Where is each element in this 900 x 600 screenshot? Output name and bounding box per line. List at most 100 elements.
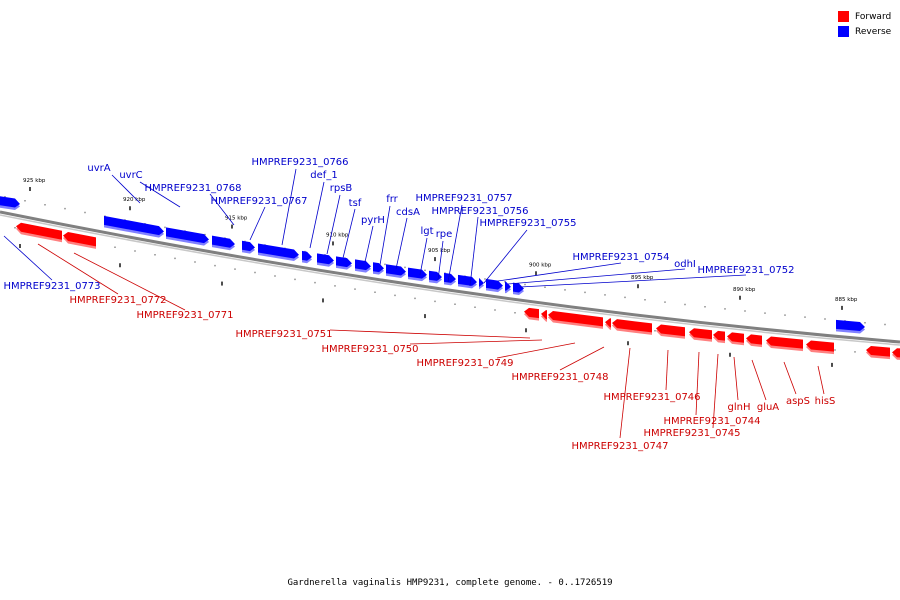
gene-feature [806, 340, 834, 355]
gene-feature [408, 267, 427, 282]
gene-feature [486, 278, 503, 293]
gene-label: HMPREF9231_0771 [136, 310, 233, 321]
ruler-tick-label: 920 kbp [123, 197, 146, 203]
gene-feature [505, 281, 511, 294]
gene-feature [892, 348, 900, 360]
label-leader [437, 240, 444, 281]
gene-arrow [866, 346, 890, 357]
label-leader [364, 225, 374, 263]
legend: Forward Reverse [838, 9, 891, 39]
gene-label: HMPREF9231_0773 [3, 281, 100, 292]
genome-backbone [0, 210, 900, 344]
gene-label: HMPREF9231_0745 [643, 428, 740, 439]
gene-feature [612, 319, 652, 335]
gene-arrow [166, 227, 209, 244]
gene-label: frr [386, 194, 398, 205]
label-leader-lines [3, 168, 825, 439]
gene-arrow [0, 196, 20, 208]
label-leader [409, 339, 543, 345]
gene-feature [386, 264, 406, 279]
gene-arrow [746, 334, 762, 345]
gene-label: HMPREF9231_0748 [511, 372, 608, 383]
gene-feature [0, 196, 20, 211]
label-leader [507, 268, 686, 285]
gene-feature [541, 310, 547, 322]
gene-feature [104, 215, 164, 238]
gene-arrow [355, 259, 371, 271]
label-leader [3, 235, 53, 281]
gene-label: HMPREF9231_0744 [663, 416, 760, 427]
label-leader [483, 229, 528, 284]
ruler-tick-label: 895 kbp [631, 275, 654, 281]
gene-label: rpsB [330, 183, 353, 194]
gene-arrow [524, 307, 539, 319]
gene-label: HMPREF9231_0746 [603, 392, 700, 403]
gene-feature [727, 332, 744, 346]
gene-feature [689, 328, 712, 342]
label-leader [817, 365, 825, 395]
label-leader [665, 349, 669, 391]
gene-feature [429, 270, 442, 284]
gene-feature [166, 227, 209, 246]
gene-label: HMPREF9231_0755 [479, 218, 576, 229]
ruler-tick-label: 910 kbp [326, 232, 349, 238]
label-leader [139, 181, 181, 208]
legend-item-reverse: Reverse [838, 24, 891, 39]
gene-label: aspS [786, 396, 810, 407]
gene-arrow [513, 282, 524, 293]
gene-arrow [689, 328, 712, 340]
gene-feature [444, 272, 456, 286]
gene-label: rpe [436, 229, 453, 240]
label-leader [73, 252, 186, 311]
gene-arrow [727, 332, 744, 343]
gene-label: HMPREF9231_0750 [321, 344, 418, 355]
gene-label: cdsA [396, 207, 420, 218]
ruler-tick-label: 885 kbp [835, 297, 858, 303]
gene-arrow [258, 243, 299, 259]
label-leader [619, 347, 631, 439]
gene-feature [373, 262, 384, 275]
gene-feature [746, 334, 762, 348]
gene-arrow [612, 319, 652, 333]
map-caption: Gardnerella vaginalis HMP9231, complete … [287, 578, 613, 588]
gene-label: HMPREF9231_0747 [571, 441, 668, 452]
gene-label: uvrC [119, 170, 142, 181]
gene-arrow [541, 310, 547, 320]
gene-label: HMPREF9231_0749 [416, 358, 513, 369]
gene-arrow [892, 348, 900, 358]
label-leader [497, 262, 622, 282]
label-leader [329, 329, 531, 339]
gene-label: odhI [674, 259, 696, 270]
gene-label: def_1 [310, 170, 337, 181]
label-leader [419, 237, 428, 276]
gene-feature [513, 282, 524, 295]
gene-feature [605, 318, 611, 330]
gene-label: gluA [757, 402, 779, 413]
gene-label: HMPREF9231_0756 [431, 206, 528, 217]
label-leader [695, 351, 700, 416]
label-leader [342, 208, 356, 259]
gene-arrow [386, 264, 406, 276]
gene-feature [258, 243, 299, 262]
label-leader [111, 174, 141, 204]
legend-item-forward: Forward [838, 9, 891, 24]
label-leader [751, 359, 767, 401]
gene-feature [866, 346, 890, 360]
label-leader [326, 194, 341, 255]
gene-feature [355, 259, 371, 273]
gene-feature [479, 277, 484, 290]
gene-arrow [63, 231, 96, 247]
gene-label: HMPREF9231_0768 [144, 183, 241, 194]
gene-feature [16, 222, 62, 243]
gene-feature [242, 240, 255, 254]
gene-label: uvrA [87, 163, 110, 174]
label-leader [209, 193, 235, 226]
label-leader [249, 206, 266, 241]
gene-feature [458, 274, 477, 289]
label-leader [733, 356, 739, 401]
gene-label: tsf [349, 198, 362, 209]
gene-label: lgt [420, 226, 433, 237]
ruler-tick-label: 890 kbp [733, 287, 756, 293]
